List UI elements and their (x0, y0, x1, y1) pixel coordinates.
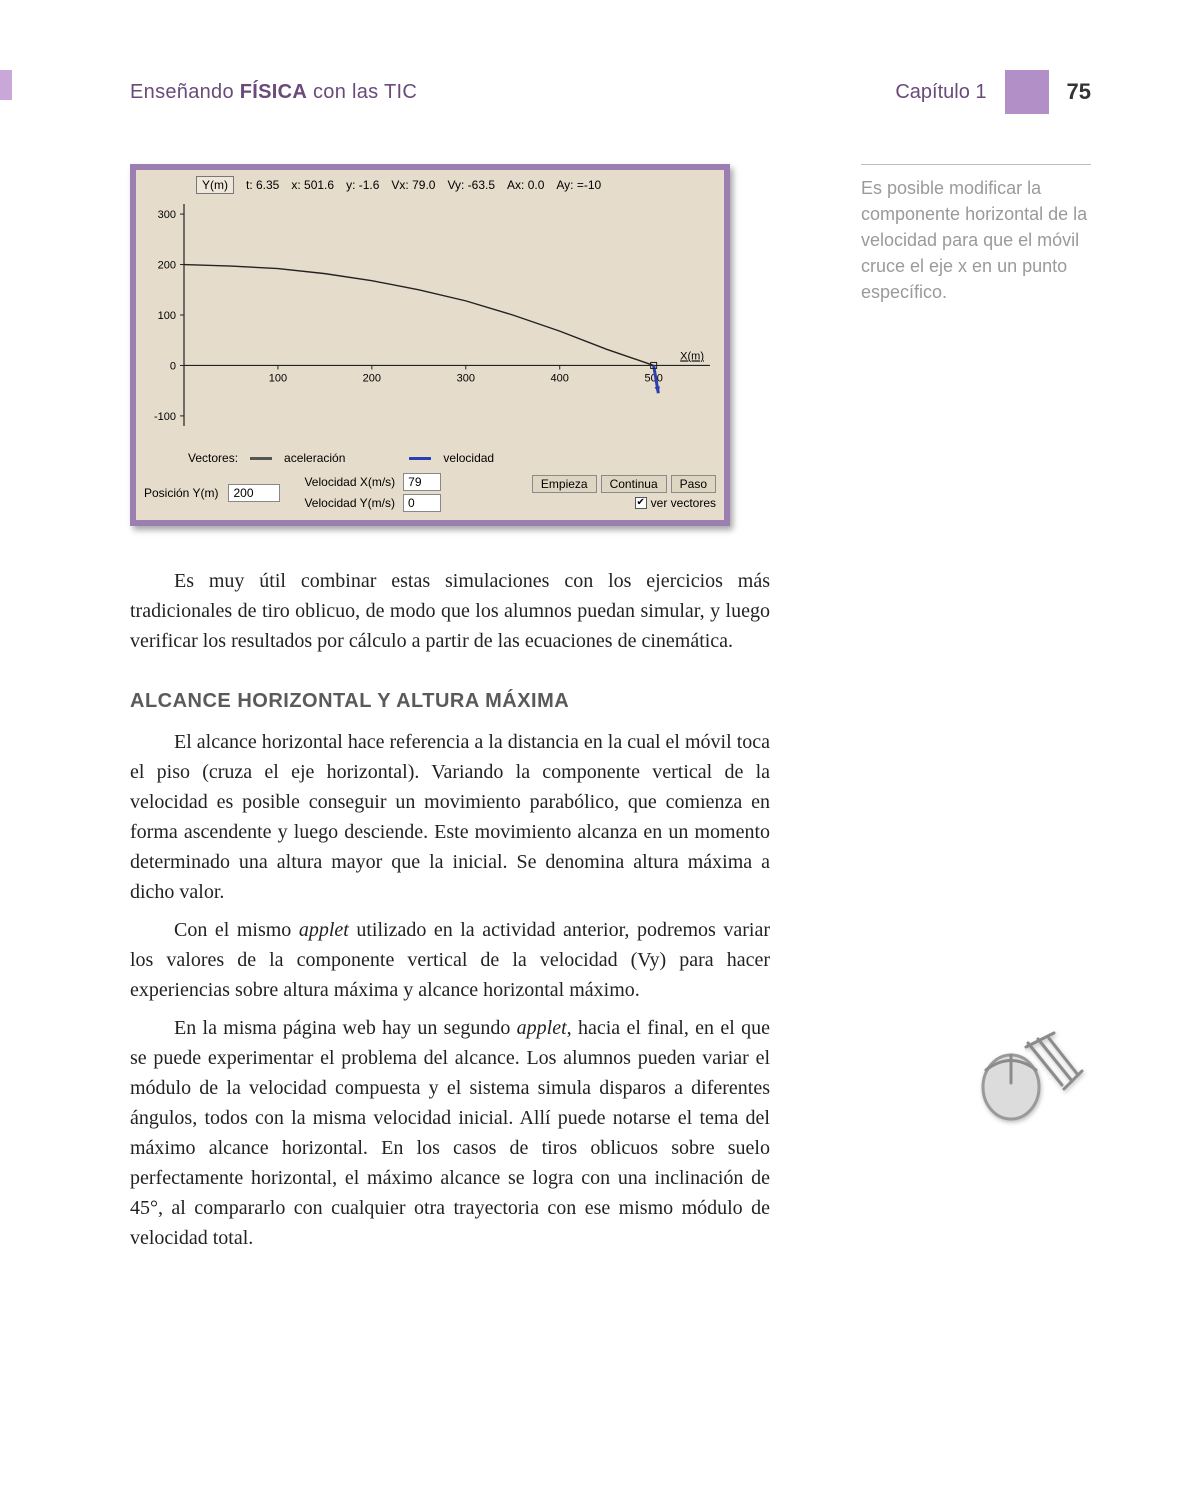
svg-text:300: 300 (158, 209, 176, 221)
svg-text:200: 200 (158, 260, 176, 272)
chapter-label: Capítulo 1 (895, 81, 986, 104)
svg-text:100: 100 (158, 310, 176, 322)
paragraph: El alcance horizontal hace referencia a … (130, 727, 770, 907)
vectors-checkbox[interactable]: ✔ ver vectores (635, 496, 716, 510)
controls-row: Posición Y(m) 200 Velocidad X(m/s) 79 Ve… (136, 469, 724, 520)
text-run: Con el mismo (174, 919, 299, 941)
vel-x-input[interactable]: 79 (403, 473, 441, 491)
edge-tab (0, 70, 12, 100)
legend-velocity: velocidad (443, 451, 494, 465)
section-heading: ALCANCE HORIZONTAL Y ALTURA MÁXIMA (130, 690, 770, 713)
y-axis-label: Y(m) (196, 176, 234, 194)
chapter-block: Capítulo 1 75 (895, 70, 1091, 114)
readout-vy: Vy: -63.5 (447, 178, 495, 192)
title-suffix: con las TIC (307, 81, 417, 103)
text-run: En la misma página web hay un segundo (174, 1017, 517, 1039)
vel-x-label: Velocidad X(m/s) (304, 475, 395, 489)
legend-prefix: Vectores: (188, 451, 238, 465)
vel-y-input[interactable]: 0 (403, 494, 441, 512)
checkbox-icon: ✔ (635, 497, 647, 509)
svg-text:300: 300 (457, 372, 475, 384)
svg-text:X(m): X(m) (680, 350, 704, 362)
applet-frame: Y(m) t: 6.35 x: 501.6 y: -1.6 Vx: 79.0 V… (130, 164, 730, 526)
text-run: , hacia el final, en el que se puede exp… (130, 1017, 770, 1249)
pos-y-input[interactable]: 200 (228, 484, 280, 502)
margin-note: Es posible modificar la componente horiz… (861, 164, 1091, 305)
text-italic: applet (517, 1017, 567, 1039)
readout-ay: Ay: =-10 (556, 178, 601, 192)
readout-y: y: -1.6 (346, 178, 379, 192)
legend: Vectores: aceleración velocidad (136, 449, 724, 469)
svg-text:0: 0 (170, 360, 176, 372)
title-prefix: Enseñando (130, 81, 240, 103)
page-header: Enseñando FÍSICA con las TIC Capítulo 1 … (130, 70, 1091, 114)
page-number: 75 (1067, 79, 1091, 105)
book-title: Enseñando FÍSICA con las TIC (130, 81, 417, 104)
title-bold: FÍSICA (240, 81, 307, 103)
legend-swatch-accel (250, 457, 272, 460)
readout-vx: Vx: 79.0 (391, 178, 435, 192)
paragraph: Con el mismo applet utilizado en la acti… (130, 915, 770, 1005)
svg-text:400: 400 (551, 372, 569, 384)
start-button[interactable]: Empieza (532, 475, 597, 493)
text-italic: applet (299, 919, 349, 941)
page-box (1005, 70, 1049, 114)
readout-x: x: 501.6 (291, 178, 334, 192)
legend-accel: aceleración (284, 451, 345, 465)
readout-ax: Ax: 0.0 (507, 178, 544, 192)
vel-y-label: Velocidad Y(m/s) (304, 496, 395, 510)
svg-text:200: 200 (363, 372, 381, 384)
legend-swatch-vel (409, 457, 431, 460)
step-button[interactable]: Paso (671, 475, 716, 493)
body-text: Es muy útil combinar estas simulaciones … (130, 566, 770, 1253)
trajectory-plot: -1000100200300100200300400500X(m) (136, 198, 724, 446)
continue-button[interactable]: Continua (601, 475, 667, 493)
readout-row: Y(m) t: 6.35 x: 501.6 y: -1.6 Vx: 79.0 V… (136, 170, 724, 198)
mouse-icon (961, 1020, 1091, 1130)
paragraph: Es muy útil combinar estas simulaciones … (130, 566, 770, 656)
svg-text:100: 100 (269, 372, 287, 384)
readout-t: t: 6.35 (246, 178, 279, 192)
svg-text:-100: -100 (154, 411, 176, 423)
paragraph: En la misma página web hay un segundo ap… (130, 1013, 770, 1253)
page: Enseñando FÍSICA con las TIC Capítulo 1 … (0, 0, 1181, 1500)
applet: Y(m) t: 6.35 x: 501.6 y: -1.6 Vx: 79.0 V… (136, 170, 724, 520)
vectors-checkbox-label: ver vectores (651, 496, 716, 510)
pos-y-label: Posición Y(m) (144, 486, 218, 500)
